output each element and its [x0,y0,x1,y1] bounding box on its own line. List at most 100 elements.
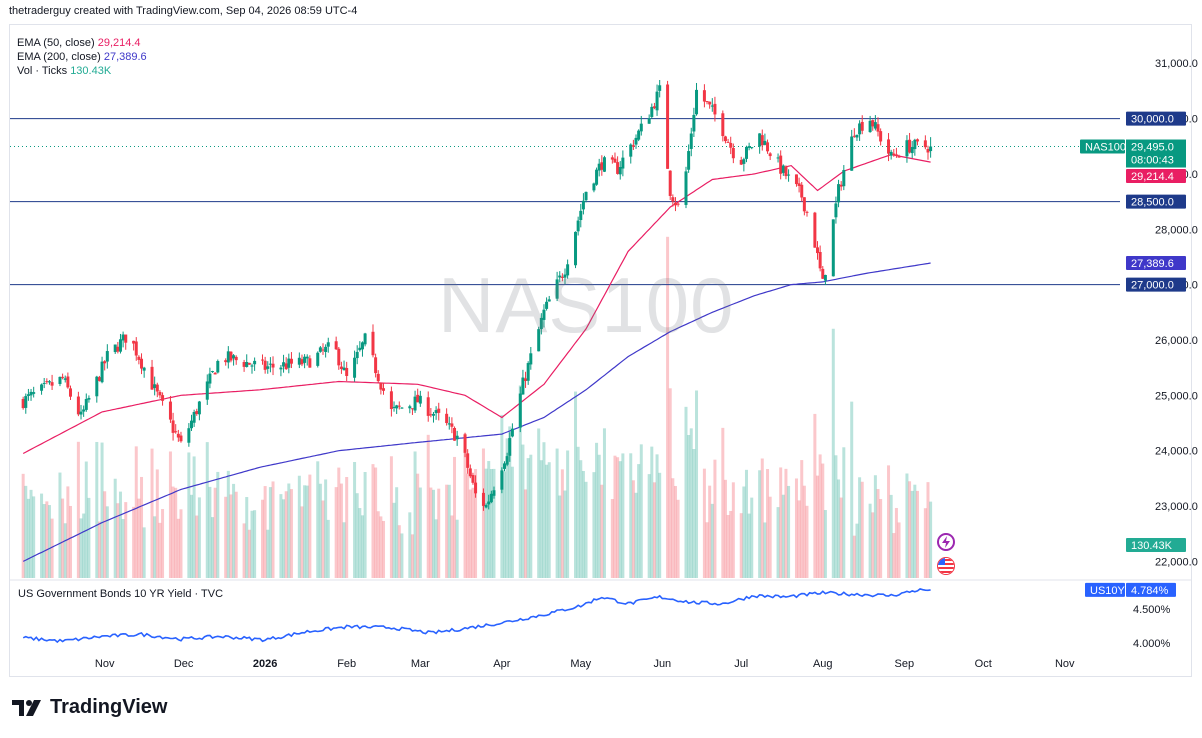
candle [500,467,504,494]
candle-body [58,376,62,384]
volume-bar [708,485,712,578]
legend-ema200[interactable]: EMA (200, close) 27,389.6 [17,50,147,64]
volume-bar [213,487,217,578]
candle-body [211,371,215,373]
volume-bar [887,465,891,578]
yield-line [22,588,931,644]
candle [860,115,864,135]
candle [492,486,496,499]
candle-body [508,438,512,456]
volume-bar [79,518,83,578]
candle [908,132,912,154]
volume-bar [429,487,433,578]
candle [750,147,754,150]
candle [40,383,44,395]
candle [150,359,154,390]
candle-body [702,90,706,102]
candle-body [303,356,307,363]
candle [371,324,375,358]
candle-body [342,367,346,371]
candle-body [76,396,80,415]
volume-bar [408,512,412,578]
candle-body [563,274,567,278]
volume-bar [82,513,86,578]
candle [671,194,675,207]
candle-body [134,341,138,356]
volume-bar [526,458,530,578]
volume-bar [744,469,748,578]
candle-body [763,140,767,145]
volume-bar [823,510,827,578]
volume-bar [723,479,727,578]
candle-body [926,149,930,153]
candle-body [529,353,533,365]
us-flag-icon[interactable] [937,557,955,575]
candle-body [61,376,65,378]
candle [876,117,880,137]
candle [284,357,288,370]
candle [358,341,362,352]
candle-body [910,147,914,154]
candle [153,376,157,396]
candle-body [379,383,383,390]
volume-bar [545,464,549,578]
candle-body [392,406,396,408]
time-axis-label: Jul [734,658,748,670]
candle [363,332,367,347]
volume-bar [124,502,128,578]
candle [26,388,30,401]
candle [413,390,417,413]
candle [813,211,817,248]
candle-body [915,139,919,142]
legend-volume[interactable]: Vol · Ticks 130.43K [17,64,147,78]
volume-bar [913,484,917,578]
volume-bar [915,490,919,578]
volume-bar [189,494,193,578]
volume-bar [389,456,393,578]
volume-bar [600,484,604,578]
candle [929,137,933,158]
candle [926,145,930,160]
candle-body [908,139,912,153]
candle-body [760,135,764,146]
candle [326,337,330,353]
volume-bar [923,508,927,578]
candle [208,367,212,389]
volume-bar [621,453,625,578]
volume-bar [584,481,588,578]
candle-body [560,276,564,278]
volume-bar [905,473,909,578]
candle [253,357,257,371]
volume-bar [629,453,633,578]
candle-body [408,406,412,409]
volume-bar [831,328,835,578]
volume-bar [379,516,383,578]
volume-bar [363,472,367,578]
volume-bar [103,491,107,578]
candle-body [216,360,220,373]
time-axis-label: Apr [493,658,510,670]
candle [29,388,33,401]
candle-body [813,212,817,248]
level-price-tag-bg [1126,111,1186,126]
lightning-icon[interactable] [937,533,955,551]
volume-bar [287,483,291,578]
volume-tag-text: 130.43K [1131,540,1173,552]
candle-body [263,360,267,370]
candle [821,266,825,280]
candle [613,152,617,163]
volume-bar [392,502,396,578]
tradingview-logo[interactable]: TradingView [12,696,167,719]
candle-body [100,361,104,383]
legend-ema50[interactable]: EMA (50, close) 29,214.4 [17,36,147,50]
volume-bar [508,426,512,578]
candle-body [655,91,659,111]
candle-body [21,399,25,409]
candle-body [695,89,699,115]
volume-bar [760,458,764,578]
volume-bar [300,506,304,578]
volume-bar [813,413,817,578]
candle-body [739,159,743,165]
candle [250,363,254,374]
